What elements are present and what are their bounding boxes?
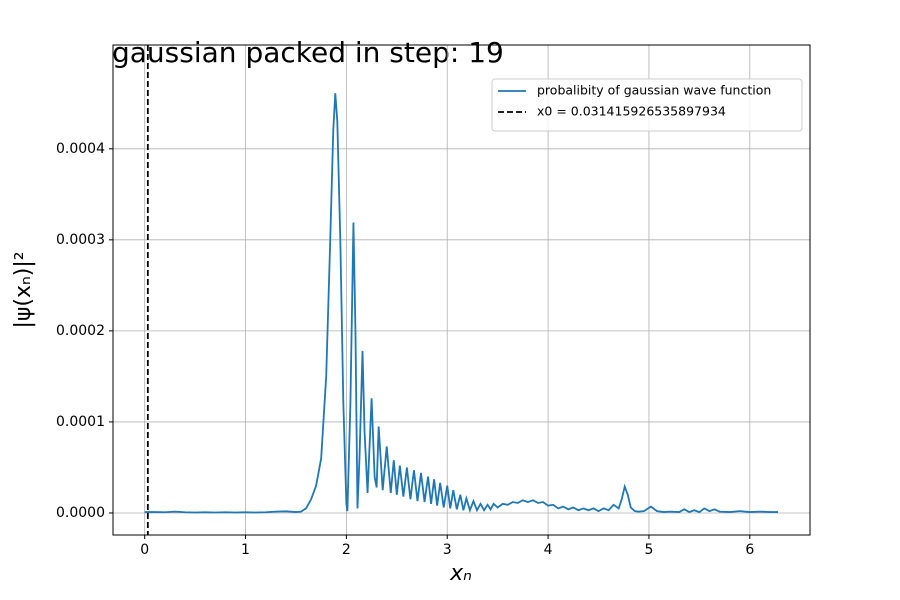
x-tick-label: 1 [241, 542, 250, 558]
x-tick-label: 0 [140, 542, 149, 558]
y-tick-label: 0.0000 [56, 505, 105, 521]
x-tick-label: 4 [544, 542, 553, 558]
data-line [144, 93, 779, 514]
chart-title: gaussian packed in step: 19 [112, 36, 504, 69]
x-tick-label: 5 [644, 542, 653, 558]
legend: probalibity of gaussian wave function x0 … [491, 78, 803, 132]
legend-box [491, 78, 803, 132]
x-axis-label: xₙ [449, 561, 472, 586]
x-tick-label: 3 [443, 542, 452, 558]
plot-frame [112, 44, 811, 536]
legend-label: probalibity of gaussian wave function [537, 83, 771, 98]
y-tick-label: 0.0004 [56, 141, 105, 157]
y-tick-label: 0.0002 [56, 323, 105, 339]
y-tick-label: 0.0001 [56, 414, 105, 430]
y-axis-label: |ψ(xₙ)|² [11, 251, 36, 328]
legend-label: x0 = 0.031415926535897934 [537, 104, 726, 119]
y-tick-label: 0.0003 [56, 232, 105, 248]
x-tick-label: 2 [342, 542, 351, 558]
x-tick-label: 6 [745, 542, 754, 558]
